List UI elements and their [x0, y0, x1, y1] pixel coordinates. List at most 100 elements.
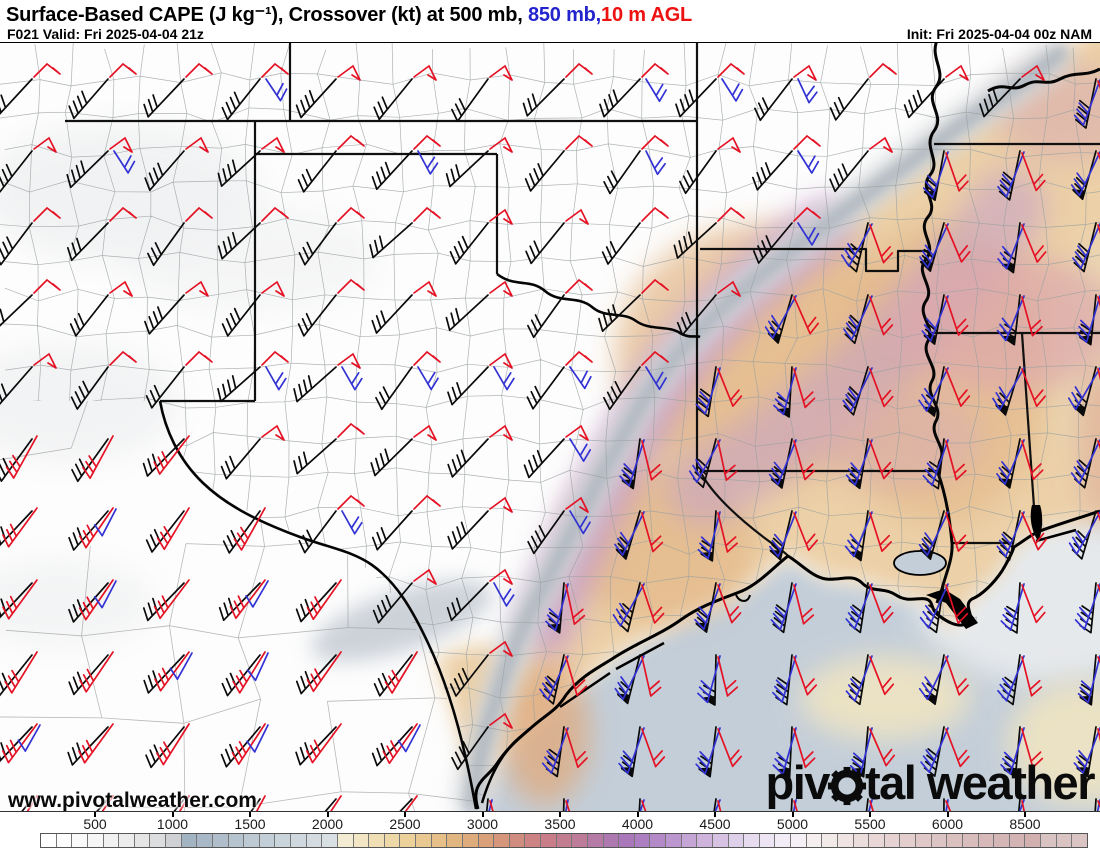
- wind-barb: [793, 134, 821, 150]
- wind-barb: [33, 278, 61, 294]
- wind-barb: [793, 728, 816, 769]
- wind-barb: [645, 78, 667, 103]
- wind-barb: [601, 222, 641, 265]
- wind-barb: [109, 62, 137, 78]
- wind-barb: [371, 510, 413, 551]
- wind-barb: [1077, 655, 1100, 704]
- colorbar-cell: [947, 834, 963, 847]
- wind-barb: [2, 723, 38, 764]
- wind-barb: [93, 580, 117, 609]
- colorbar-cell: [1025, 834, 1041, 847]
- colorbar-cell: [556, 834, 573, 847]
- wind-barb: [1074, 583, 1100, 631]
- wind-barb: [717, 440, 738, 481]
- wind-barb: [246, 724, 269, 753]
- wind-barb: [641, 62, 669, 78]
- state-borders: [65, 43, 1100, 557]
- wind-barb: [153, 435, 190, 475]
- wind-barb: [945, 584, 969, 624]
- page-title: Surface-Based CAPE (J kg⁻¹), Crossover (…: [6, 2, 692, 27]
- wind-barb: [992, 367, 1025, 411]
- wind-barb: [565, 424, 589, 441]
- wind-barb: [612, 583, 645, 627]
- colorbar-cell: [87, 834, 104, 847]
- wind-barb: [489, 352, 513, 369]
- colorbar-cell: [1041, 834, 1057, 847]
- wind-barb: [295, 654, 337, 695]
- wind-barb: [185, 350, 213, 366]
- wind-barb: [185, 280, 209, 297]
- wind-barb: [229, 579, 266, 620]
- wind-barb: [997, 223, 1025, 270]
- wind-barb: [717, 584, 742, 624]
- colorbar-cell: [697, 834, 713, 847]
- wind-barb: [33, 352, 57, 369]
- wind-barb: [413, 568, 437, 585]
- wind-barb: [185, 136, 209, 153]
- wind-barb: [1000, 583, 1025, 631]
- colorbar-cell: [291, 834, 307, 847]
- colorbar-cell: [791, 834, 807, 847]
- wind-barb: [384, 651, 418, 694]
- wind-barb: [297, 150, 337, 193]
- wind-barb: [337, 278, 365, 294]
- wind-barb: [144, 294, 185, 335]
- wind-barb: [221, 294, 261, 337]
- wind-barb: [997, 655, 1025, 702]
- colorbar-cell: [353, 834, 370, 847]
- wind-barb: [641, 278, 669, 294]
- wind-barb: [341, 366, 363, 391]
- colorbar-cell: [41, 834, 57, 847]
- wind-barb: [109, 136, 133, 153]
- colorbar-cell: [72, 834, 88, 847]
- wind-barb: [697, 511, 721, 560]
- wind-barb: [945, 800, 952, 811]
- wind-barb: [717, 368, 743, 407]
- wind-barb: [754, 78, 793, 122]
- wind-barb: [109, 206, 137, 222]
- wind-barb: [1021, 224, 1047, 263]
- wind-barb: [526, 366, 565, 410]
- colorbar-cell: [166, 834, 182, 847]
- wind-barb: [717, 280, 741, 297]
- wind-barb: [903, 78, 945, 119]
- wind-barb: [845, 655, 873, 702]
- wind-barb: [4, 651, 38, 694]
- wind-barb: [679, 150, 717, 195]
- logo-text-piv: piv: [765, 756, 831, 809]
- wind-barb: [375, 366, 413, 411]
- wind-barb: [156, 507, 190, 551]
- wind-barb: [1021, 296, 1043, 337]
- mobile-bay: [1030, 505, 1043, 541]
- wind-barb: [1001, 222, 1021, 274]
- wind-barb: [261, 136, 285, 153]
- wind-barb: [793, 64, 817, 81]
- colorbar-tick-label: 3500: [544, 816, 576, 832]
- wind-barb: [78, 579, 114, 621]
- wind-barb: [645, 366, 667, 391]
- wind-barb: [489, 208, 513, 225]
- wind-barb: [261, 350, 289, 366]
- wind-barb: [717, 656, 739, 697]
- wind-barb: [565, 350, 593, 366]
- wind-barb: [829, 150, 869, 193]
- wind-barb: [844, 511, 873, 558]
- wind-barb: [373, 78, 413, 121]
- wind-barb: [695, 727, 721, 775]
- wind-barb: [69, 294, 109, 337]
- colorbar-cell: [181, 834, 198, 847]
- wind-barb: [772, 727, 797, 776]
- wind-barb: [1021, 64, 1045, 81]
- wind-barb: [849, 727, 873, 776]
- wind-barb: [752, 150, 793, 191]
- wind-barb: [565, 656, 588, 697]
- colorbar-cell: [1072, 834, 1087, 847]
- wind-barb: [641, 134, 669, 150]
- wind-barb: [641, 584, 665, 624]
- wind-barb: [261, 424, 285, 441]
- wind-barb: [489, 712, 513, 729]
- wind-barb: [1073, 79, 1100, 126]
- wind-barb: [82, 435, 114, 480]
- wind-barbs: [0, 62, 1100, 811]
- wind-barb: [918, 367, 949, 412]
